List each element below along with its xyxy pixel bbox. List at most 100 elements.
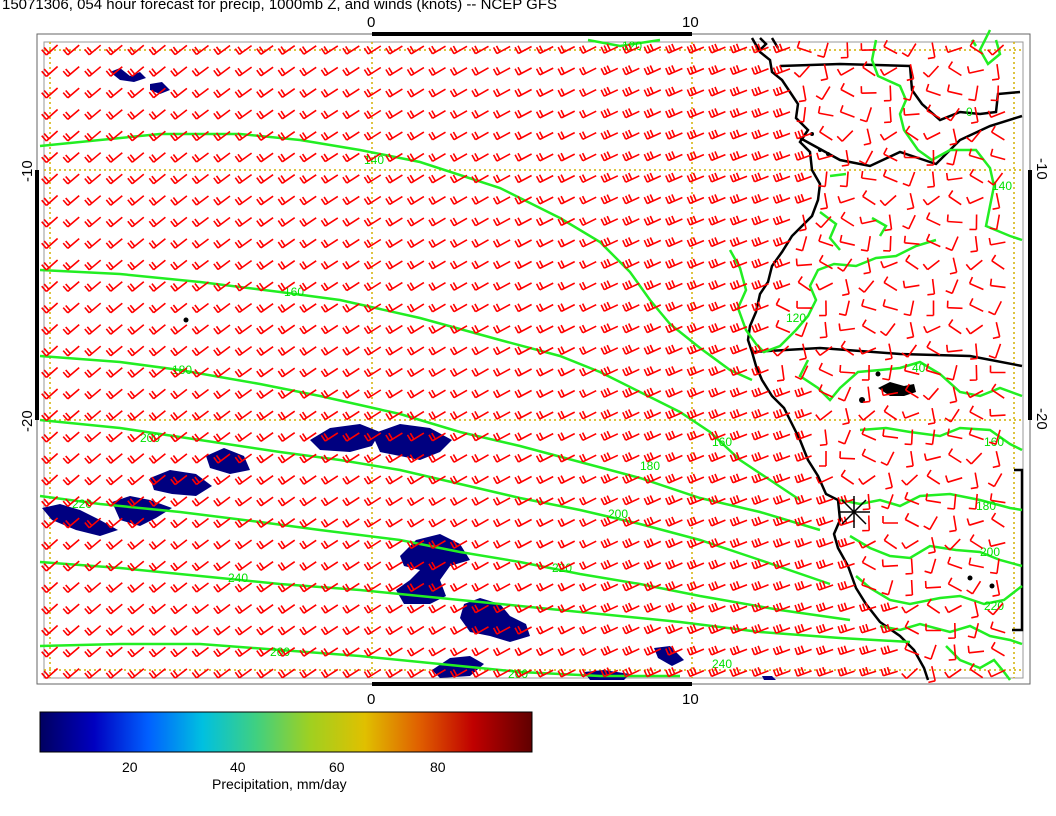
wind-barb-icon <box>883 85 892 102</box>
wind-barb-icon <box>213 109 231 120</box>
wind-barb-icon <box>320 303 339 313</box>
wind-barb-icon <box>428 45 446 55</box>
wind-barb-icon <box>926 598 941 614</box>
wind-barb-icon <box>428 561 446 571</box>
wind-barb-icon <box>84 646 102 658</box>
wind-barb-icon <box>213 324 231 335</box>
wind-barb-icon <box>449 454 468 463</box>
wind-barb-icon <box>449 561 468 571</box>
wind-barb-icon <box>127 431 145 443</box>
wind-barb-icon <box>170 367 188 378</box>
wind-barb-icon <box>170 603 188 615</box>
wind-barb-icon <box>665 516 683 527</box>
wind-barb-icon <box>363 238 382 249</box>
wind-barb-icon <box>234 259 253 271</box>
wind-barb-icon <box>987 602 1004 616</box>
wind-barb-icon <box>557 582 576 592</box>
wind-barb-icon <box>925 363 941 376</box>
wind-barb-icon <box>622 280 640 291</box>
wind-barb-icon <box>992 192 1001 210</box>
wind-barb-icon <box>84 517 102 529</box>
wind-barb-icon <box>41 431 59 443</box>
wind-barb-icon <box>686 667 705 678</box>
wind-barb-icon <box>557 518 576 528</box>
wind-barb-icon <box>818 362 834 377</box>
wind-barb-icon <box>449 497 468 506</box>
wind-barb-icon <box>924 580 942 589</box>
wind-barb-icon <box>927 171 936 188</box>
wind-barb-icon <box>41 65 59 78</box>
wind-barb-icon <box>363 346 382 356</box>
wind-barb-icon <box>944 107 960 122</box>
wind-barb-icon <box>170 44 188 56</box>
wind-barb-icon <box>213 87 231 99</box>
wind-barb-icon <box>557 238 576 248</box>
wind-barb-icon <box>794 451 812 462</box>
wind-barb-icon <box>903 235 920 245</box>
wind-barb-icon <box>729 473 748 484</box>
wind-barb-icon <box>578 647 597 657</box>
wind-barb-icon <box>815 580 834 591</box>
wind-barb-icon <box>299 432 317 442</box>
wind-barb-icon <box>751 624 769 634</box>
wind-barb-icon <box>428 432 446 442</box>
wind-barb-icon <box>751 366 769 376</box>
wind-barb-icon <box>514 647 532 657</box>
wind-barb-icon <box>471 110 489 119</box>
wind-barb-icon <box>794 602 812 613</box>
wind-barb-icon <box>170 66 188 77</box>
wind-barb-icon <box>191 625 209 636</box>
wind-barb-icon <box>815 666 834 677</box>
wind-barb-icon <box>922 387 940 401</box>
wind-barb-icon <box>492 346 511 356</box>
wind-barb-icon <box>751 430 769 441</box>
wind-barb-icon <box>686 108 705 119</box>
wind-barb-icon <box>84 496 102 507</box>
wind-barb-icon <box>578 195 597 205</box>
wind-barb-icon <box>62 538 80 551</box>
wind-barb-icon <box>277 109 296 120</box>
wind-barb-icon <box>729 366 748 377</box>
wind-barb-icon <box>557 453 576 463</box>
wind-barb-icon <box>84 281 102 292</box>
wind-barb-icon <box>256 195 274 206</box>
wind-barb-icon <box>514 195 532 205</box>
wind-barb-icon <box>578 561 597 571</box>
wind-barb-icon <box>406 238 425 249</box>
wind-barb-icon <box>385 582 403 593</box>
wind-barb-icon <box>320 432 339 442</box>
wind-barb-icon <box>945 172 963 181</box>
wind-barb-icon <box>471 497 489 506</box>
wind-barb-icon <box>170 517 188 529</box>
wind-barb-icon <box>578 238 597 248</box>
wind-barb-icon <box>665 129 683 140</box>
wind-barb-icon <box>277 45 296 55</box>
wind-barb-icon <box>406 260 425 270</box>
wind-barb-icon <box>927 42 936 60</box>
wind-barb-icon <box>514 217 532 227</box>
wind-barb-icon <box>170 281 188 292</box>
wind-barb-icon <box>277 66 296 77</box>
wind-barb-icon <box>708 151 726 162</box>
wind-barb-icon <box>902 280 920 289</box>
wind-barb-icon <box>170 216 188 228</box>
wind-barb-icon <box>991 383 1005 399</box>
wind-barb-icon <box>170 152 188 163</box>
wind-barb-icon <box>535 195 554 205</box>
wind-barb-icon <box>751 452 769 462</box>
wind-barb-icon <box>84 453 102 464</box>
wind-barb-icon <box>945 236 959 252</box>
wind-barb-icon <box>213 216 231 228</box>
wind-barb-icon <box>234 625 253 636</box>
wind-barb-icon <box>471 282 489 291</box>
wind-barb-icon <box>105 496 123 507</box>
wind-barb-icon <box>62 409 80 422</box>
wind-barb-icon <box>492 239 511 248</box>
wind-barb-icon <box>557 324 576 334</box>
wind-barb-icon <box>492 368 511 377</box>
wind-barb-icon <box>256 367 274 378</box>
contour-label: 220 <box>72 497 92 511</box>
wind-barb-icon <box>492 454 511 463</box>
wind-barb-icon <box>686 409 705 420</box>
wind-barb-icon <box>277 518 296 528</box>
